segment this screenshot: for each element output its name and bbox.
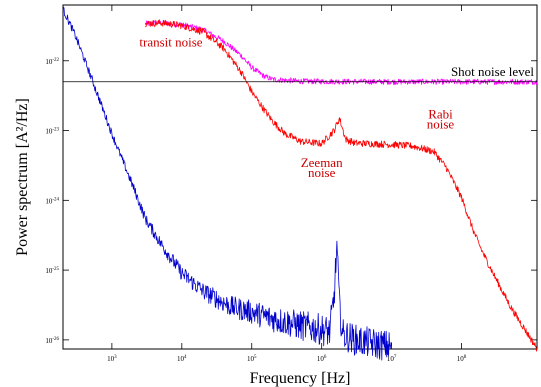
reference-line-group: Shot noise level <box>63 64 537 83</box>
shot-noise-label: Shot noise level <box>451 64 534 79</box>
y-tick-label-1: 10-23 <box>45 128 59 136</box>
y-axis-title: Power spectrum [A²/Hz] <box>14 98 31 256</box>
x-tick-label-5: 108 <box>457 355 467 363</box>
y-tick-label-4: 10-26 <box>45 337 59 345</box>
annotation-0: transit noise <box>139 35 202 50</box>
y-tick-label-3: 10-25 <box>45 267 59 275</box>
x-tick-label-2: 105 <box>247 355 257 363</box>
annotations: transit noise Zeeman noise Rabi noise <box>139 35 454 181</box>
x-tick-label-4: 107 <box>387 355 397 363</box>
y-tick-label-2: 10-24 <box>45 197 59 205</box>
axis-ticks: 103 104 105 106 107 108 10-22 10-23 10-24 10-25 10… <box>45 5 537 363</box>
x-tick-label-1: 104 <box>177 355 187 363</box>
series-lines <box>62 6 538 361</box>
series-line-2 <box>62 6 392 361</box>
x-tick-label-0: 103 <box>107 355 117 363</box>
y-tick-label-0: 10-22 <box>45 58 59 66</box>
annotation-1: Zeeman noise <box>301 155 343 180</box>
series-line-1 <box>144 19 538 352</box>
plot-frame <box>62 4 538 350</box>
annotation-2: Rabi noise <box>427 106 455 131</box>
x-axis-title: Frequency [Hz] <box>250 370 351 387</box>
x-tick-label-3: 106 <box>317 355 327 363</box>
